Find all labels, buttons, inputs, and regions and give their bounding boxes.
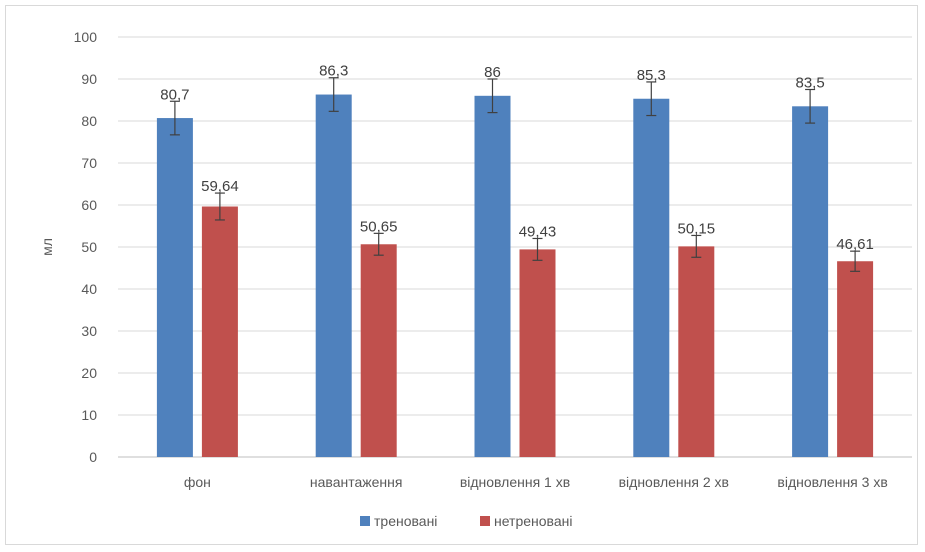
bar-trained (156, 118, 193, 457)
data-label: 49,43 (519, 223, 557, 240)
data-label: 80,7 (160, 86, 189, 103)
data-label: 46,61 (836, 236, 874, 253)
bar-untrained (201, 206, 238, 457)
legend-swatch-trained (360, 516, 370, 526)
x-tick-label: відновлення 2 хв (619, 474, 729, 490)
data-label: 50,65 (360, 218, 398, 235)
x-tick-label: відновлення 1 хв (460, 474, 570, 490)
data-label: 59,64 (201, 178, 239, 195)
legend-label: треновані (374, 513, 437, 529)
x-tick-label: фон (184, 474, 211, 490)
y-tick-label: 60 (81, 197, 97, 213)
y-tick-label: 0 (89, 449, 97, 465)
bar-untrained (519, 249, 556, 457)
bar-untrained (678, 246, 715, 457)
data-label: 83,5 (795, 75, 824, 92)
y-tick-label: 40 (81, 281, 97, 297)
data-label: 86 (484, 64, 501, 81)
bar-trained (633, 98, 670, 458)
y-tick-label: 10 (81, 407, 97, 423)
data-label: 85,3 (637, 67, 666, 84)
x-tick-label: відновлення 3 хв (777, 474, 887, 490)
y-tick-label: 30 (81, 323, 97, 339)
x-tick-label: навантаження (310, 474, 403, 490)
bar-trained (792, 106, 829, 458)
y-tick-label: 90 (81, 71, 97, 87)
legend-swatch-untrained (480, 516, 490, 526)
y-tick-label: 80 (81, 113, 97, 129)
y-tick-label: 70 (81, 155, 97, 171)
y-tick-label: 100 (74, 29, 98, 45)
y-tick-label: 20 (81, 365, 97, 381)
y-tick-label: 50 (81, 239, 97, 255)
data-label: 86,3 (319, 63, 348, 80)
bar-untrained (360, 244, 397, 457)
bar-untrained (837, 261, 874, 457)
bar-trained (315, 94, 352, 457)
legend-label: нетреновані (494, 513, 572, 529)
y-axis-title: мл (39, 238, 55, 256)
bar-trained (474, 95, 511, 458)
data-label: 50,15 (678, 220, 716, 237)
